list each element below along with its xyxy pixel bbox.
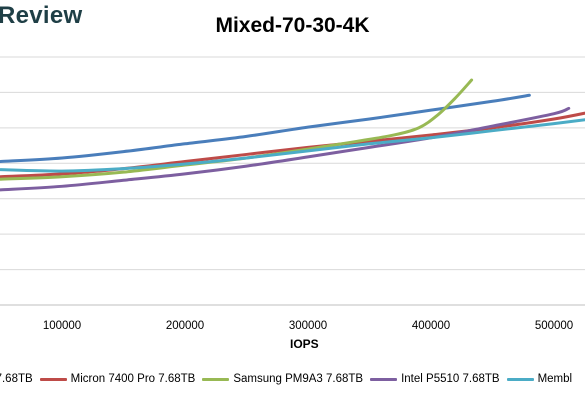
review-logo: Review: [0, 2, 83, 29]
legend-swatch: [506, 377, 534, 381]
x-tick-label: 200000: [166, 320, 204, 332]
series-line-4: [0, 106, 571, 192]
series-line-5: [0, 118, 585, 173]
legend-label: Micron 7400 Pro 7.68TB: [70, 373, 196, 385]
legend-item-3: Samsung PM9A3 7.68TB: [202, 373, 363, 385]
legend-item-1: 6 7.68TB: [0, 373, 33, 385]
x-axis-label: IOPS: [290, 337, 319, 351]
legend-label: Intel P5510 7.68TB: [401, 373, 500, 385]
legend-label: Membl: [537, 373, 573, 385]
legend-label: 6 7.68TB: [0, 373, 33, 385]
x-tick-label: 500000: [535, 320, 573, 332]
series-line-2: [0, 111, 585, 179]
x-tick-label: 300000: [289, 320, 327, 332]
chart-legend: 6 7.68TB Micron 7400 Pro 7.68TB Samsung PM…: [0, 373, 579, 385]
legend-swatch: [202, 377, 230, 381]
legend-item-5: Membl: [506, 373, 573, 385]
series-line-3: [0, 78, 474, 181]
legend-item-2: Micron 7400 Pro 7.68TB: [39, 373, 196, 385]
legend-swatch: [370, 377, 398, 381]
chart-title: Mixed-70-30-4K: [215, 14, 370, 37]
x-tick-label: 100000: [43, 320, 81, 332]
legend-label: Samsung PM9A3 7.68TB: [233, 373, 364, 385]
x-tick-label: 400000: [412, 320, 450, 332]
series-line-1: [0, 93, 531, 164]
legend-item-4: Intel P5510 7.68TB: [370, 373, 500, 385]
legend-swatch: [39, 377, 67, 381]
